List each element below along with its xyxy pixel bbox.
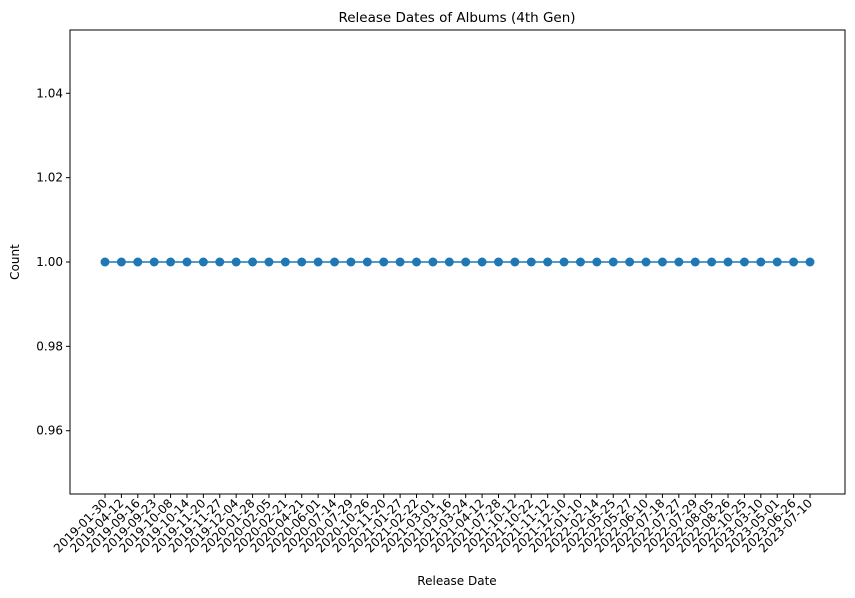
plot-frame — [69, 29, 846, 495]
y-tick-label: 1.02 — [36, 171, 63, 185]
data-point — [100, 257, 110, 267]
data-point — [477, 257, 487, 267]
data-point — [215, 257, 225, 267]
data-point — [231, 257, 241, 267]
y-axis-label: Count — [8, 244, 22, 280]
data-point — [198, 257, 208, 267]
y-tick-label: 0.96 — [36, 424, 63, 438]
data-point — [166, 257, 176, 267]
data-point — [739, 257, 749, 267]
data-point — [690, 257, 700, 267]
data-point — [444, 257, 454, 267]
data-point — [575, 257, 585, 267]
data-point — [674, 257, 684, 267]
data-point — [297, 257, 307, 267]
data-point — [510, 257, 520, 267]
data-point — [641, 257, 651, 267]
chart-title: Release Dates of Albums (4th Gen) — [338, 10, 575, 26]
data-point — [756, 257, 766, 267]
data-point — [805, 257, 815, 267]
data-point — [625, 257, 635, 267]
data-point — [543, 257, 553, 267]
x-axis-label: Release Date — [417, 574, 496, 588]
y-tick-label: 1.04 — [36, 86, 63, 100]
data-point — [789, 257, 799, 267]
data-point — [280, 257, 290, 267]
data-point — [461, 257, 471, 267]
data-point — [608, 257, 618, 267]
x-axis: 2019-01-302019-04-122019-09-162019-09-23… — [51, 494, 815, 555]
data-point — [346, 257, 356, 267]
data-point — [657, 257, 667, 267]
data-point — [493, 257, 503, 267]
data-point — [330, 257, 340, 267]
y-tick-label: 0.98 — [36, 339, 63, 353]
data-point — [723, 257, 733, 267]
y-axis: 0.96 0.98 1.00 1.02 1.04 — [36, 86, 70, 438]
plot-area — [100, 257, 815, 267]
data-point — [772, 257, 782, 267]
data-point — [592, 257, 602, 267]
data-point — [428, 257, 438, 267]
data-point — [182, 257, 192, 267]
data-point — [248, 257, 258, 267]
data-point — [362, 257, 372, 267]
data-point — [149, 257, 159, 267]
data-point — [395, 257, 405, 267]
data-point — [526, 257, 536, 267]
data-point — [412, 257, 422, 267]
data-point — [707, 257, 717, 267]
data-point — [116, 257, 126, 267]
data-point — [379, 257, 389, 267]
y-tick-label: 1.00 — [36, 255, 63, 269]
data-point — [264, 257, 274, 267]
data-point — [133, 257, 143, 267]
data-point — [559, 257, 569, 267]
data-point — [313, 257, 323, 267]
